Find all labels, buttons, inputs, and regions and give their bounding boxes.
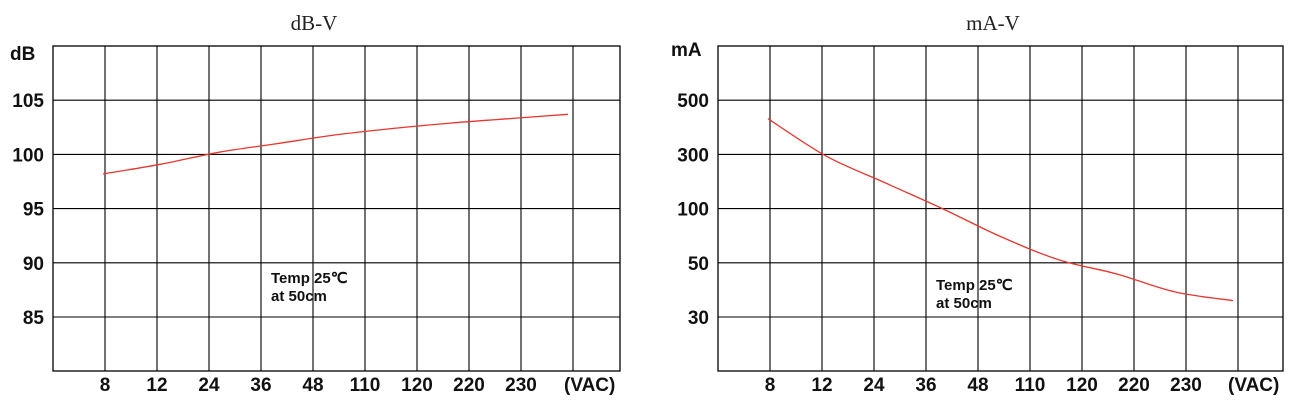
y-axis-unit: dB	[10, 44, 35, 65]
grid	[52, 45, 621, 372]
x-axis-unit: (VAC)	[1228, 375, 1279, 396]
y-tick-label: 95	[23, 200, 45, 221]
y-tick-label: 500	[677, 91, 709, 112]
y-axis-unit: mA	[671, 40, 702, 61]
x-tick-label: 48	[967, 375, 988, 396]
y-tick-label: 100	[12, 145, 44, 166]
x-tick-label: 36	[250, 375, 271, 396]
x-tick-label: 24	[198, 375, 220, 396]
x-tick-label: 220	[1118, 375, 1150, 396]
annotation-distance: at 50cm	[936, 295, 992, 312]
x-tick-label: 110	[1015, 375, 1046, 396]
x-tick-label: 8	[100, 375, 111, 396]
grid	[717, 45, 1284, 372]
x-tick-label: 24	[863, 375, 885, 396]
y-tick-label: 105	[12, 91, 44, 112]
y-tick-label: 100	[677, 200, 709, 221]
x-tick-label: 12	[146, 375, 167, 396]
x-tick-label: 48	[302, 375, 323, 396]
x-tick-label: 110	[350, 375, 381, 396]
annotation-temp: Temp 25℃	[936, 277, 1013, 294]
x-tick-label: 120	[1066, 375, 1098, 396]
x-tick-label: 120	[401, 375, 433, 396]
y-tick-label: 300	[677, 145, 709, 166]
x-tick-label: 12	[811, 375, 832, 396]
y-tick-label: 90	[23, 254, 44, 275]
chart-ma-v: mA-V mA (VAC) Temp 25℃ at 50cm 500 300 100…	[671, 11, 1284, 396]
x-tick-label: 36	[915, 375, 936, 396]
chart-title: mA-V	[966, 11, 1020, 35]
x-tick-label: 8	[765, 375, 776, 396]
y-tick-label: 30	[688, 308, 709, 329]
y-tick-label: 85	[23, 308, 45, 329]
x-tick-label: 230	[1170, 375, 1202, 396]
series-line	[102, 113, 569, 175]
chart-title: dB-V	[291, 11, 338, 35]
series-line	[767, 118, 1234, 302]
annotation-distance: at 50cm	[271, 288, 327, 305]
x-tick-label: 220	[453, 375, 485, 396]
annotation-temp: Temp 25℃	[271, 270, 348, 287]
chart-db-v: dB-V dB (VAC) Temp 25℃ at 50cm 105 100 95 9…	[10, 11, 621, 396]
y-tick-label: 50	[688, 254, 709, 275]
x-tick-label: 230	[505, 375, 537, 396]
x-axis-unit: (VAC)	[564, 375, 615, 396]
